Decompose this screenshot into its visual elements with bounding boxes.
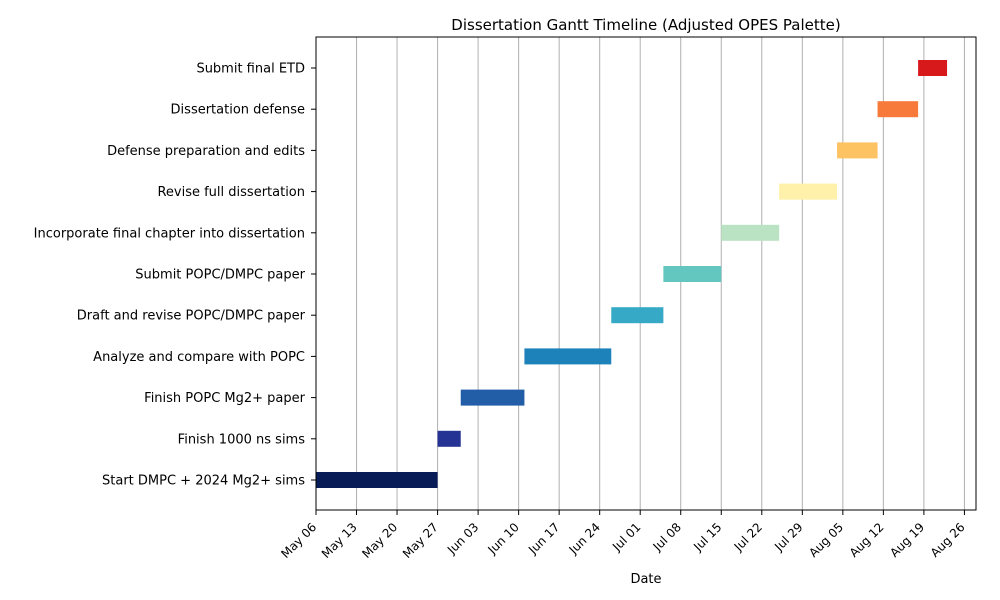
task-bar [779,183,838,200]
x-axis-label: Date [630,572,661,587]
x-tick-label: Jul 08 [650,520,684,554]
x-tick-label: Aug 12 [847,520,887,560]
task-bar [721,224,780,241]
x-tick-label: Jun 10 [485,520,522,557]
task-bar [837,142,878,159]
x-tick-label: Jun 17 [525,520,562,557]
task-bar [316,472,438,488]
chart-title: Dissertation Gantt Timeline (Adjusted OP… [451,16,840,34]
x-tick-label: Jun 03 [444,520,481,557]
x-tick-label: May 06 [278,520,319,561]
task-bar [611,307,664,324]
plot-frame [315,36,977,511]
x-tick-label: May 13 [319,520,360,561]
x-tick-label: Jul 22 [731,520,765,554]
task-label: Dissertation defense [171,103,305,118]
task-bar [877,101,919,118]
task-label: Incorporate final chapter into dissertat… [34,226,305,241]
axes [311,36,977,515]
x-tick-label: Jul 29 [771,520,805,554]
task-bar [437,430,461,447]
tick-labels: May 06 May 13 May 20 May 27 Jun 03 Jun 10 Jun … [34,62,968,561]
task-label: Submit POPC/DMPC paper [135,268,305,283]
task-label: Finish 1000 ns sims [178,432,306,447]
x-tick-label: Aug 26 [928,520,968,560]
task-label: Submit final ETD [196,62,305,77]
x-tick-label: Jul 15 [690,520,724,554]
grid-lines [315,37,965,510]
task-bars [316,60,948,488]
x-tick-label: Jul 01 [609,520,643,554]
task-label: Start DMPC + 2024 Mg2+ sims [102,474,305,489]
x-tick-label: Aug 05 [806,520,846,560]
task-label: Draft and revise POPC/DMPC paper [77,309,306,324]
task-label: Finish POPC Mg2+ paper [144,391,305,406]
task-bar [663,266,722,282]
task-label: Defense preparation and edits [107,144,305,159]
task-bar [524,348,612,365]
task-bar [918,60,948,76]
x-tick-label: May 27 [400,520,441,561]
x-tick-label: Aug 19 [887,520,927,560]
x-tick-label: Jun 24 [566,520,603,557]
task-label: Revise full dissertation [157,185,305,200]
task-label: Analyze and compare with POPC [93,350,305,365]
task-bar [460,389,525,406]
x-tick-label: May 20 [359,520,400,561]
